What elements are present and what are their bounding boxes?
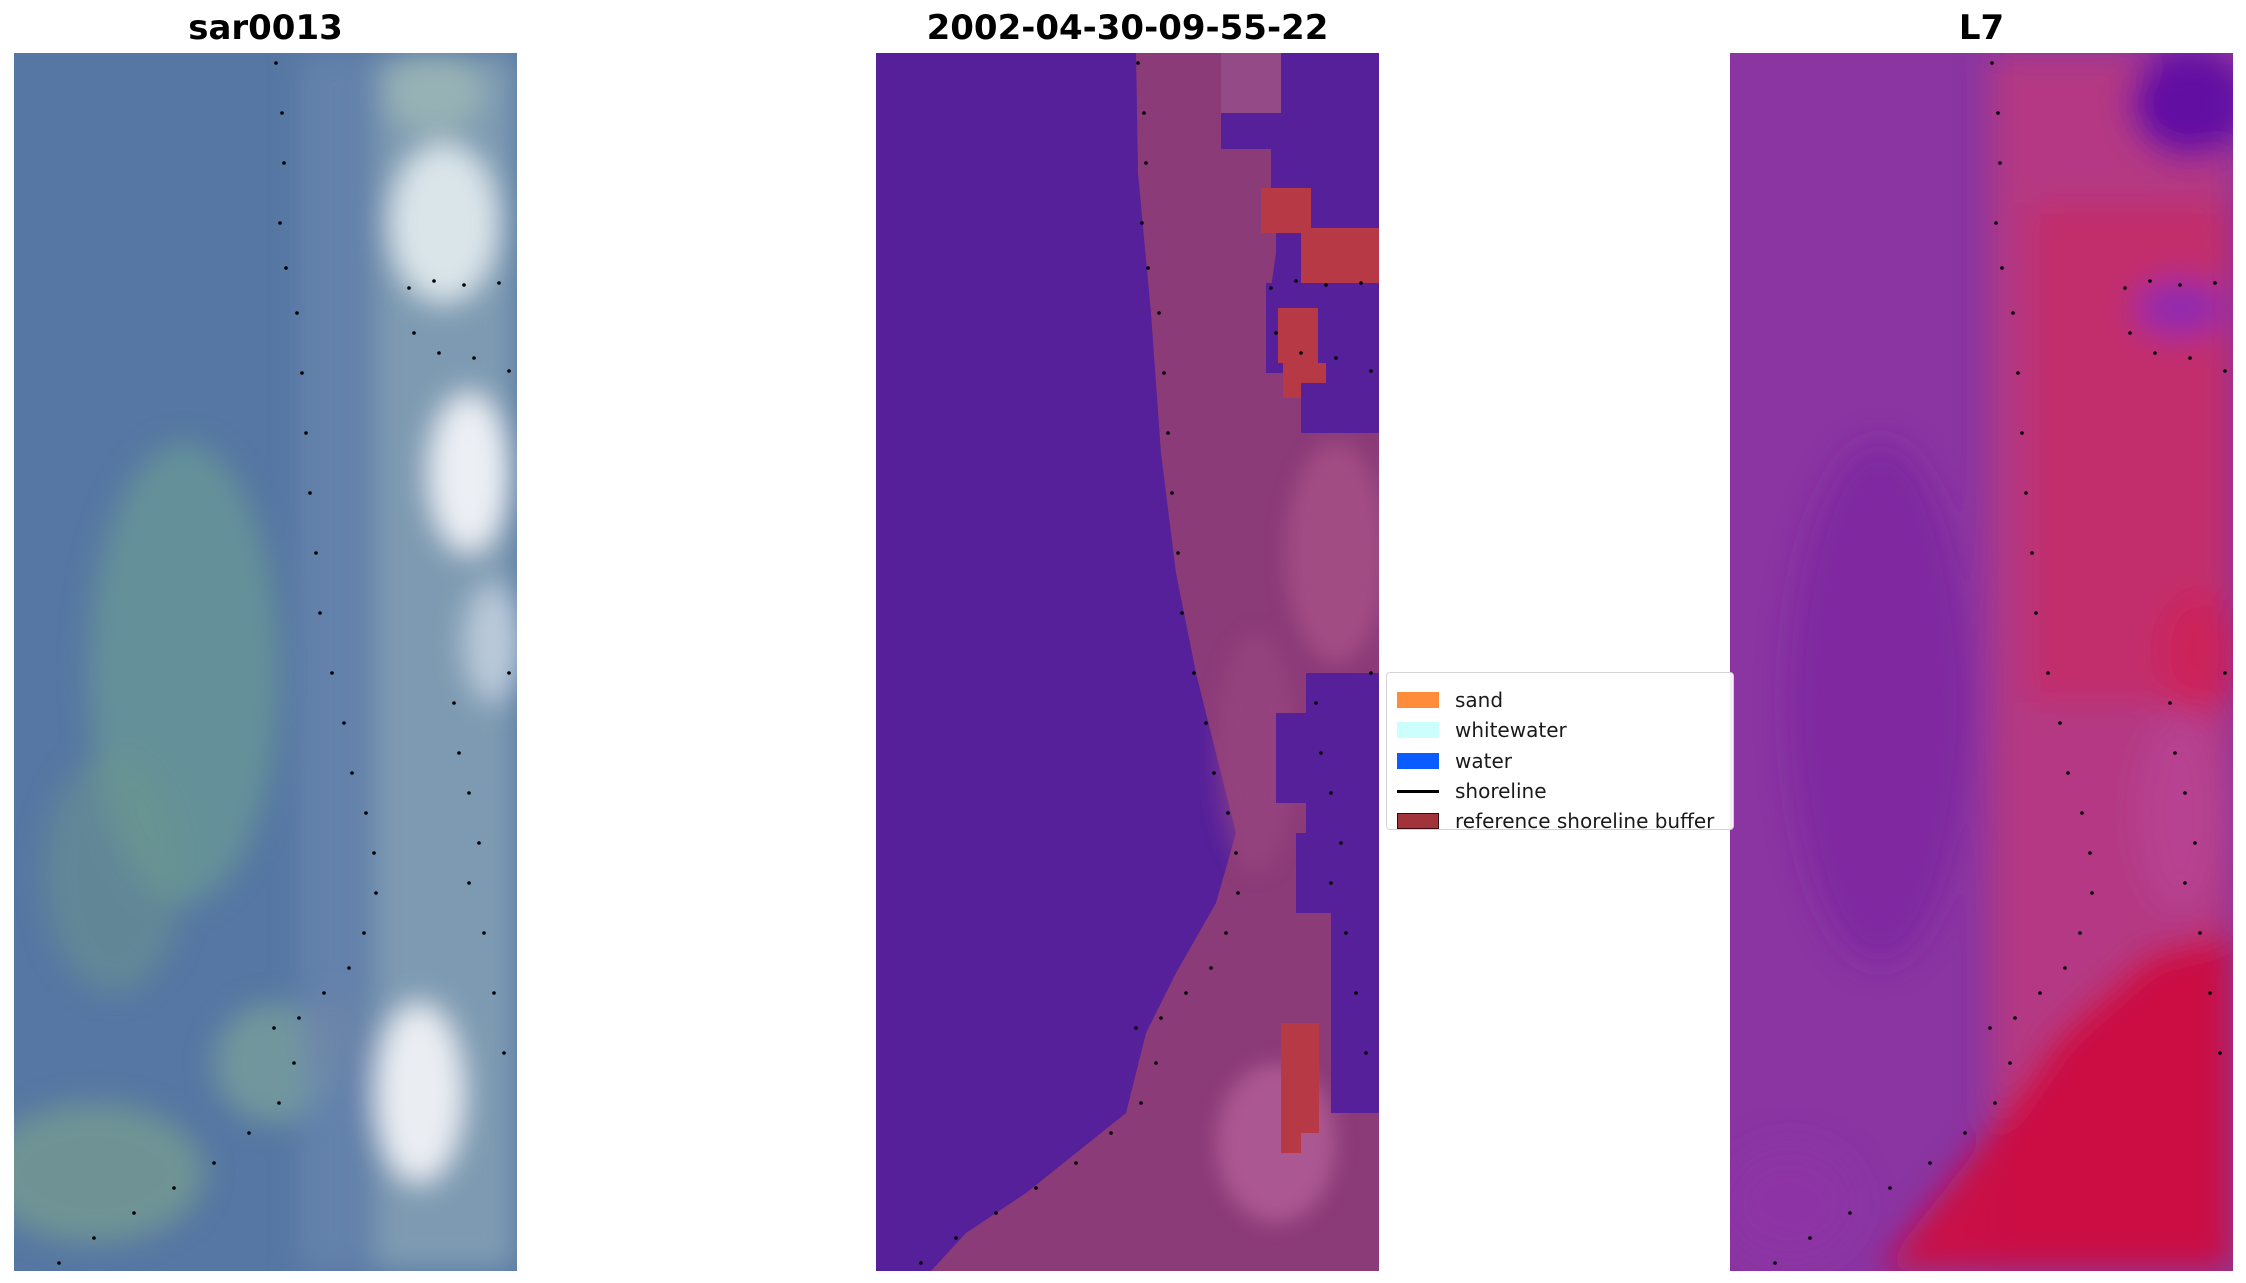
water-swatch xyxy=(1397,753,1439,769)
legend-label-water: water xyxy=(1455,749,1512,773)
panel-title-classification: 2002-04-30-09-55-22 xyxy=(926,8,1329,48)
rgb-satellite-image xyxy=(14,53,517,1271)
legend: sand whitewater water shoreline referenc… xyxy=(1386,672,1734,833)
panel-title-rgb: sar0013 xyxy=(188,8,343,48)
classification-image xyxy=(876,53,1379,1271)
legend-item-shoreline: shoreline xyxy=(1397,779,1547,803)
legend-label-shoreline: shoreline xyxy=(1455,779,1547,803)
classification-image-panel xyxy=(876,53,1379,1271)
legend-item-sand: sand xyxy=(1397,688,1503,712)
panel-title-false-color: L7 xyxy=(1958,8,2005,48)
legend-label-whitewater: whitewater xyxy=(1455,718,1567,742)
legend-item-whitewater: whitewater xyxy=(1397,718,1567,742)
shoreline-dots xyxy=(919,61,1373,1265)
whitewater-swatch xyxy=(1397,722,1439,738)
false-color-image xyxy=(1730,53,2233,1271)
legend-label-reference-shoreline-buffer: reference shoreline buffer xyxy=(1455,809,1715,833)
reference-buffer-swatch xyxy=(1397,813,1439,829)
legend-item-water: water xyxy=(1397,749,1512,773)
rgb-image-panel xyxy=(14,53,517,1271)
legend-label-sand: sand xyxy=(1455,688,1504,712)
sand-swatch xyxy=(1397,692,1439,708)
legend-item-reference-shoreline-buffer: reference shoreline buffer xyxy=(1397,809,1714,833)
shoreline-line-sample xyxy=(1397,789,1439,793)
shoreline-dots xyxy=(57,61,511,1265)
shoreline-dots xyxy=(1773,61,2227,1265)
buffer-patch xyxy=(1261,188,1311,233)
false-color-image-panel xyxy=(1730,53,2233,1271)
